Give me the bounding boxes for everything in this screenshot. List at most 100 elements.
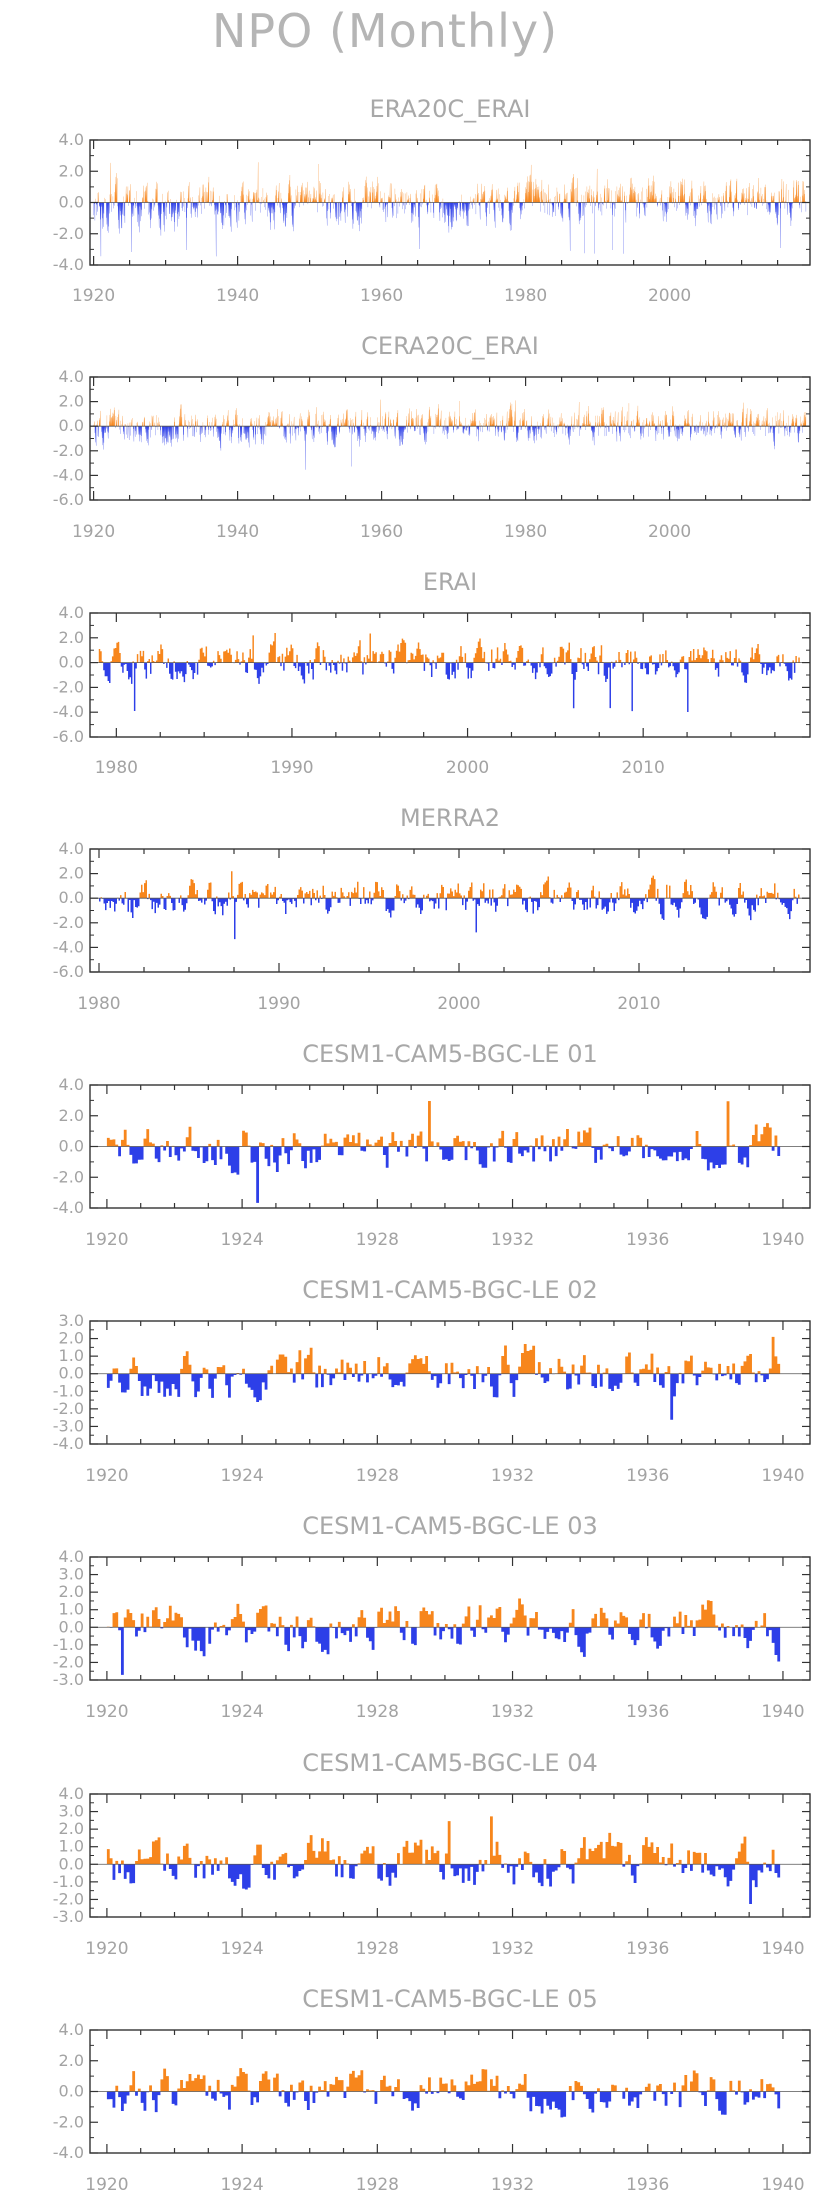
negative-anomaly-area — [93, 426, 807, 470]
y-tick-label: 0.0 — [59, 416, 84, 435]
chart-panel-3: 4.0 2.0 0.0 -2.0 -4.0 -6.0 1980 1990 2000 2010 ERA… — [53, 568, 811, 778]
x-tick-label: 2000 — [648, 286, 691, 306]
chart-panel-1: 4.0 2.0 0.0 -2.0 -4.0 1920 1940 1960 1980 2000 ERA… — [53, 95, 811, 306]
y-tick-label: 0.0 — [59, 193, 84, 212]
positive-anomaly-area — [106, 2068, 781, 2092]
y-tick-label: 1.0 — [59, 1600, 84, 1619]
x-tick-label: 1960 — [360, 286, 403, 306]
y-tick-label: 2.0 — [59, 392, 84, 411]
y-tick-label: -6.0 — [53, 962, 84, 981]
x-tick-label: 1920 — [85, 1466, 128, 1486]
y-tick-label: -6.0 — [53, 490, 84, 509]
panel-title: CESM1-CAM5-BGC-LE 03 — [302, 1512, 598, 1540]
positive-anomaly-area — [106, 1336, 781, 1374]
negative-anomaly-area — [106, 1864, 781, 1905]
y-tick-label: -2.0 — [53, 1167, 84, 1186]
y-tick-label: 0.0 — [59, 2082, 84, 2101]
x-tick-label: 1932 — [491, 2175, 534, 2195]
negative-anomaly-area — [106, 1627, 781, 1675]
x-tick-label: 1920 — [85, 2175, 128, 2195]
x-tick-label: 1960 — [360, 522, 403, 542]
negative-anomaly-area — [99, 898, 800, 940]
positive-anomaly-area — [106, 1816, 781, 1865]
y-tick-label: 4.0 — [59, 603, 84, 622]
y-tick-label: -3.0 — [53, 1416, 84, 1435]
negative-anomaly-area — [106, 1373, 781, 1420]
x-tick-label: 2010 — [622, 758, 665, 778]
x-tick-label: 1932 — [491, 1466, 534, 1486]
y-tick-label: -4.0 — [53, 2143, 84, 2162]
x-tick-label: 1920 — [85, 1230, 128, 1250]
x-tick-label: 1980 — [504, 286, 547, 306]
y-tick-label: 4.0 — [59, 1547, 84, 1566]
y-tick-label: 3.0 — [59, 1311, 84, 1330]
y-tick-label: 3.0 — [59, 1565, 84, 1584]
x-tick-label: 1936 — [626, 1939, 669, 1959]
y-tick-label: 2.0 — [59, 864, 84, 883]
x-tick-label: 1928 — [356, 1466, 399, 1486]
panel-title: MERRA2 — [400, 804, 500, 832]
y-tick-label: -2.0 — [53, 441, 84, 460]
positive-anomaly-area — [93, 399, 807, 427]
x-tick-label: 2000 — [648, 522, 691, 542]
x-tick-label: 1928 — [356, 1230, 399, 1250]
y-tick-label: -1.0 — [53, 1381, 84, 1400]
chart-panel-2: 4.0 2.0 0.0 -2.0 -4.0 -6.0 1920 1940 1960 1980 200… — [53, 332, 811, 542]
y-tick-label: -2.0 — [53, 677, 84, 696]
y-tick-label: 0.0 — [59, 1137, 84, 1156]
x-tick-label: 1940 — [761, 1230, 804, 1250]
x-tick-label: 2000 — [437, 994, 480, 1014]
main-title-text: NPO (Monthly) — [212, 4, 559, 58]
panel-title: CESM1-CAM5-BGC-LE 02 — [302, 1276, 598, 1304]
y-tick-label: 4.0 — [59, 839, 84, 858]
y-tick-label: -4.0 — [53, 255, 84, 274]
x-tick-label: 1924 — [220, 1466, 263, 1486]
negative-anomaly-area — [106, 2091, 781, 2118]
positive-anomaly-area — [106, 1101, 781, 1147]
panel-title: CESM1-CAM5-BGC-LE 04 — [302, 1749, 598, 1777]
y-tick-label: -3.0 — [53, 1907, 84, 1926]
panel-title: ERAI — [423, 568, 477, 596]
y-tick-label: -2.0 — [53, 1889, 84, 1908]
y-tick-label: 2.0 — [59, 1329, 84, 1348]
y-tick-label: 2.0 — [59, 628, 84, 647]
y-tick-label: 3.0 — [59, 1802, 84, 1821]
x-tick-label: 1936 — [626, 1230, 669, 1250]
x-tick-label: 1936 — [626, 1466, 669, 1486]
x-tick-label: 1940 — [761, 1702, 804, 1722]
negative-anomaly-area — [106, 1146, 781, 1203]
x-tick-label: 1924 — [220, 1939, 263, 1959]
y-tick-label: 0.0 — [59, 888, 84, 907]
y-tick-label: 4.0 — [59, 367, 84, 386]
x-tick-label: 1990 — [270, 758, 313, 778]
y-tick-label: 4.0 — [59, 1075, 84, 1094]
x-tick-label: 2000 — [446, 758, 489, 778]
y-tick-label: -2.0 — [53, 1399, 84, 1418]
y-tick-label: 4.0 — [59, 1784, 84, 1803]
x-tick-label: 1932 — [491, 1702, 534, 1722]
y-tick-label: 0.0 — [59, 1364, 84, 1383]
x-tick-label: 1990 — [257, 994, 300, 1014]
positive-anomaly-area — [106, 1598, 781, 1628]
y-tick-label: -4.0 — [53, 1434, 84, 1453]
x-tick-label: 1932 — [491, 1939, 534, 1959]
x-tick-label: 1920 — [85, 1702, 128, 1722]
y-tick-label: 4.0 — [59, 130, 84, 149]
y-tick-label: -2.0 — [53, 2112, 84, 2131]
y-tick-label: 1.0 — [59, 1346, 84, 1365]
panel-title: CERA20C_ERAI — [361, 332, 539, 360]
x-tick-label: 1940 — [216, 522, 259, 542]
y-tick-label: -2.0 — [53, 1652, 84, 1671]
x-tick-label: 1940 — [761, 1939, 804, 1959]
y-tick-label: 4.0 — [59, 2020, 84, 2039]
x-tick-label: 1924 — [220, 2175, 263, 2195]
y-tick-label: 2.0 — [59, 161, 84, 180]
x-tick-label: 1928 — [356, 1702, 399, 1722]
y-tick-label: 2.0 — [59, 1106, 84, 1125]
y-tick-label: 1.0 — [59, 1837, 84, 1856]
x-tick-label: 1936 — [626, 1702, 669, 1722]
y-tick-label: 0.0 — [59, 1617, 84, 1636]
